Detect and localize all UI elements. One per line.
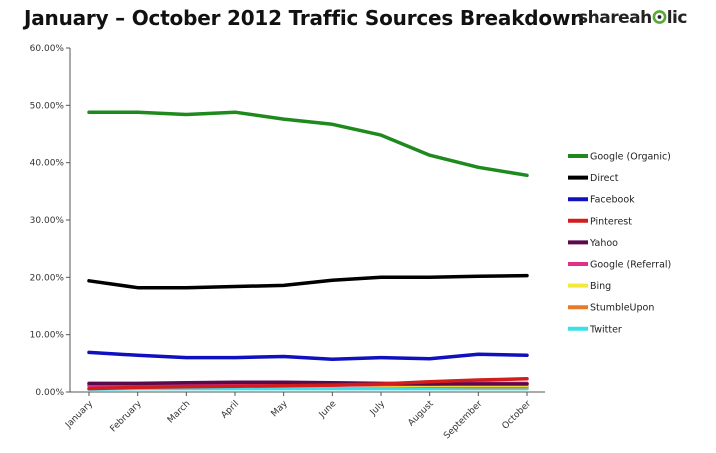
x-tick-label: June: [317, 399, 339, 421]
series-line-pinterest: [87, 377, 529, 391]
series-line-yahoo: [87, 380, 529, 386]
x-tick-label: January: [63, 399, 95, 431]
y-axis-ticks: 0.00% 10.00% 20.00% 30.00% 40.00% 50.00% 60.00…: [30, 44, 70, 398]
x-tick-label: August: [406, 399, 436, 429]
legend-label-google-referral: Google (Referral): [590, 260, 671, 271]
chart-title: January – October 2012 Traffic Sources B…: [24, 6, 585, 30]
legend-label-stumbleupon: StumbleUpon: [590, 303, 654, 314]
x-tick-label: April: [219, 399, 241, 421]
y-tick-label: 10.00%: [30, 331, 65, 341]
series-line-direct: [87, 273, 529, 290]
y-tick-label: 50.00%: [30, 101, 65, 111]
legend-label-google-organic: Google (Organic): [590, 152, 671, 163]
x-tick-label: May: [270, 399, 291, 420]
legend-label-facebook: Facebook: [590, 195, 635, 206]
x-axis-ticks: January February March April May June July Augu…: [63, 392, 533, 441]
logo-text-end: lic: [666, 8, 688, 28]
legend-label-bing: Bing: [590, 281, 611, 292]
x-tick-label: July: [368, 399, 388, 419]
y-tick-label: 60.00%: [30, 44, 65, 54]
series-line-facebook: [87, 350, 529, 362]
eye-logo-icon: [652, 10, 667, 24]
chart-axes: [69, 48, 545, 393]
series-line-google-organic: [87, 110, 529, 178]
y-tick-label: 40.00%: [30, 159, 65, 169]
x-tick-label: September: [442, 399, 484, 441]
logo-text-start: shareah: [578, 8, 652, 28]
legend-label-twitter: Twitter: [589, 324, 622, 335]
shareaholic-logo: shareah lic: [578, 8, 687, 34]
series-lines: [87, 110, 529, 391]
legend-label-yahoo: Yahoo: [589, 238, 618, 249]
legend-label-direct: Direct: [590, 173, 619, 184]
legend: Google (Organic) Direct Facebook Pinterest Y…: [568, 152, 671, 335]
y-tick-label: 30.00%: [30, 216, 65, 226]
y-tick-label: 20.00%: [30, 273, 65, 283]
legend-label-pinterest: Pinterest: [590, 216, 632, 227]
y-tick-label: 0.00%: [35, 388, 64, 398]
x-tick-label: February: [109, 399, 145, 435]
x-tick-label: October: [501, 399, 534, 432]
x-tick-label: March: [166, 399, 192, 425]
